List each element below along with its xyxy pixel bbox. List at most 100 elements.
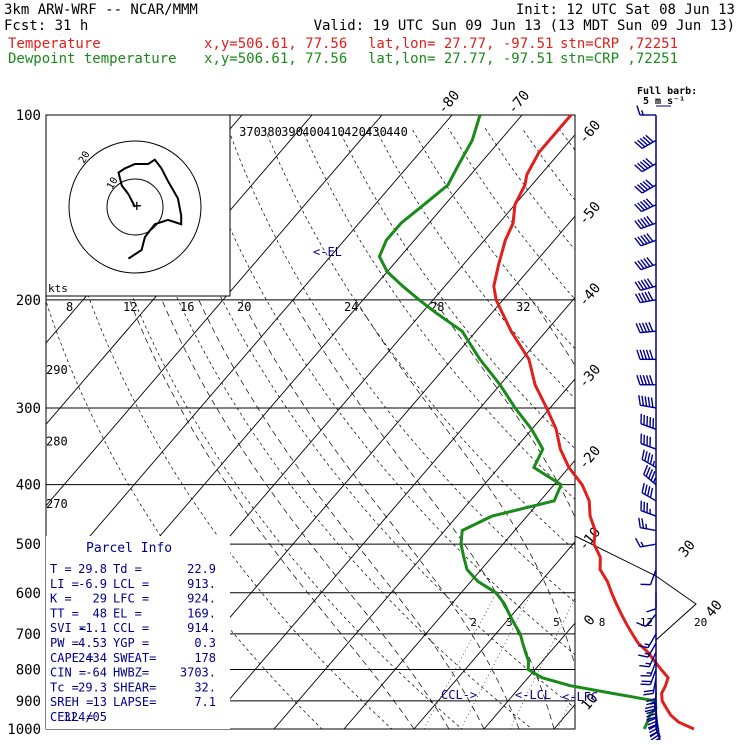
wind-barb-flag <box>642 518 643 528</box>
wind-barb-flag <box>647 350 650 360</box>
temperature-tick-label: 30 <box>676 537 699 560</box>
theta-e-label: 410 <box>323 125 345 139</box>
dry-adiabat-430 <box>669 128 740 740</box>
parcel-info-cell: LFC = <box>113 592 149 606</box>
wind-barb-flag <box>640 375 643 385</box>
parcel-info-cell: 32. <box>194 680 216 694</box>
parcel-info-title: Parcel Info <box>86 541 172 556</box>
hodograph: + 10 20 kts <box>46 115 230 296</box>
wind-barb-flag <box>639 518 640 528</box>
wind-barb-flag <box>637 350 640 360</box>
wind-barb-flag <box>653 461 654 466</box>
parcel-info-cell: 22.9 <box>187 562 216 576</box>
parcel-info-cell: 3703. <box>180 666 216 680</box>
dewpoint-legend-coords: x,y=506.61, 77.56 <box>204 51 347 67</box>
parcel-info-cell: YGP = <box>113 636 149 650</box>
parcel-info-cell: K = <box>50 592 72 606</box>
wind-barb-flag <box>650 454 652 464</box>
parcel-info-cell: 924. <box>187 592 216 606</box>
temperature-tick-label: 0 <box>581 612 599 629</box>
dry-adiabat-390 <box>522 128 740 740</box>
temperature-tick-label: -60 <box>576 117 605 147</box>
dewpoint-profile <box>379 115 656 729</box>
mixing-ratio-lines <box>424 593 716 729</box>
pressure-tick-label: 700 <box>16 627 41 643</box>
parcel-info-cell: SHEAR= <box>113 680 156 694</box>
mixing-ratio-line-2 <box>424 593 497 729</box>
theta-label: 270 <box>46 497 68 511</box>
temperature-legend-label: Temperature <box>8 36 101 52</box>
parcel-info-cell: -1.1 <box>78 621 107 635</box>
wind-barb-flag <box>650 375 653 385</box>
dry-adiabat-300 <box>191 128 690 740</box>
wind-barb-flag <box>645 644 650 645</box>
wind-barb-flag <box>644 690 654 691</box>
mixing-ratio-label: 12 <box>640 616 653 629</box>
dewpoint-legend-label: Dewpoint temperature <box>8 51 177 67</box>
parcel-info-cell: HWBZ= <box>113 666 149 680</box>
pressure-tick-label: 500 <box>16 537 41 553</box>
parcel-info-cell: SWEAT= <box>113 651 156 665</box>
wind-barb-staff <box>641 511 656 516</box>
isotherm--20 <box>344 115 740 729</box>
parcel-info-cell: PW = <box>50 636 79 650</box>
wind-barb-staff <box>640 528 656 531</box>
wind-barb-flag <box>648 453 650 463</box>
wind-barb-flag <box>646 663 651 664</box>
parcel-info-cell: 0.3 <box>194 636 216 650</box>
mixing-ratio-line-5 <box>510 593 578 729</box>
wind-barb-flag <box>638 655 648 657</box>
wind-barb-flag <box>639 666 649 667</box>
wind-barb-staff <box>642 493 656 501</box>
valid-time: Valid: 19 UTC Sun 09 Jun 13 (13 MDT Sun … <box>314 18 735 34</box>
wind-barb-flag <box>636 538 641 547</box>
isotherm--10 <box>414 115 740 729</box>
parcel-info-cell: T = <box>50 562 72 576</box>
wind-barb-flag <box>646 609 656 612</box>
parcel-info-cell: Tc = <box>50 680 79 694</box>
kts-label: 12 <box>123 300 137 314</box>
lcl-marker: <-LCL <box>515 688 551 702</box>
wind-barb-staff <box>641 444 656 449</box>
dry-adiabat-330 <box>301 128 740 740</box>
dry-adiabat-410 <box>595 128 740 740</box>
parcel-info-cell: 178 <box>194 651 216 665</box>
parcel-info-cell: CIN = <box>50 666 86 680</box>
model-title: 3km ARW-WRF -- NCAR/MMM <box>4 2 198 18</box>
parcel-info-cell: 324/05 <box>64 710 107 724</box>
theta-label: 290 <box>46 363 68 377</box>
parcel-info-cell: 48 <box>93 606 107 620</box>
temperature-legend-latlon: lat,lon= 27.77, -97.51 <box>368 36 553 52</box>
wind-barb-flag <box>642 450 644 460</box>
parcel-info-cell: 7.1 <box>194 695 216 709</box>
wind-barb-flag <box>645 451 647 461</box>
wind-barb-flag <box>643 375 646 385</box>
lfc-marker: <-LFC <box>562 690 598 704</box>
wind-barb-flag <box>643 693 653 694</box>
kts-label: 20 <box>237 300 251 314</box>
moist-adiabat-0 <box>199 300 484 729</box>
theta-e-label: 390 <box>281 125 303 139</box>
moist-adiabat-10 <box>293 300 554 729</box>
temperature-tick-label: -30 <box>576 362 605 392</box>
temperature-tick-label: -10 <box>576 524 605 554</box>
wind-profile: Full barb: 5 m s⁻¹ <box>635 86 698 740</box>
moist-adiabat-15 <box>356 300 590 729</box>
kts-label: 24 <box>344 300 358 314</box>
wind-barb-flag <box>651 397 652 407</box>
hodograph-unit-label: kts <box>48 282 68 295</box>
pressure-tick-label: 200 <box>16 293 41 309</box>
temperature-tick-label: -50 <box>576 199 605 229</box>
kts-label: 16 <box>180 300 194 314</box>
wind-barb-flag <box>646 524 647 529</box>
moist-adiabat-5 <box>242 300 519 729</box>
wind-barb-flag <box>647 375 650 385</box>
wind-barb-flag <box>650 488 652 498</box>
dry-adiabat-420 <box>632 128 740 740</box>
mixing-ratio-line-3 <box>461 593 532 729</box>
moist-adiabat-25 <box>532 300 660 729</box>
parcel-info-cell: 913. <box>187 577 216 591</box>
init-time: Init: 12 UTC Sat 08 Jun 13 <box>516 2 735 18</box>
